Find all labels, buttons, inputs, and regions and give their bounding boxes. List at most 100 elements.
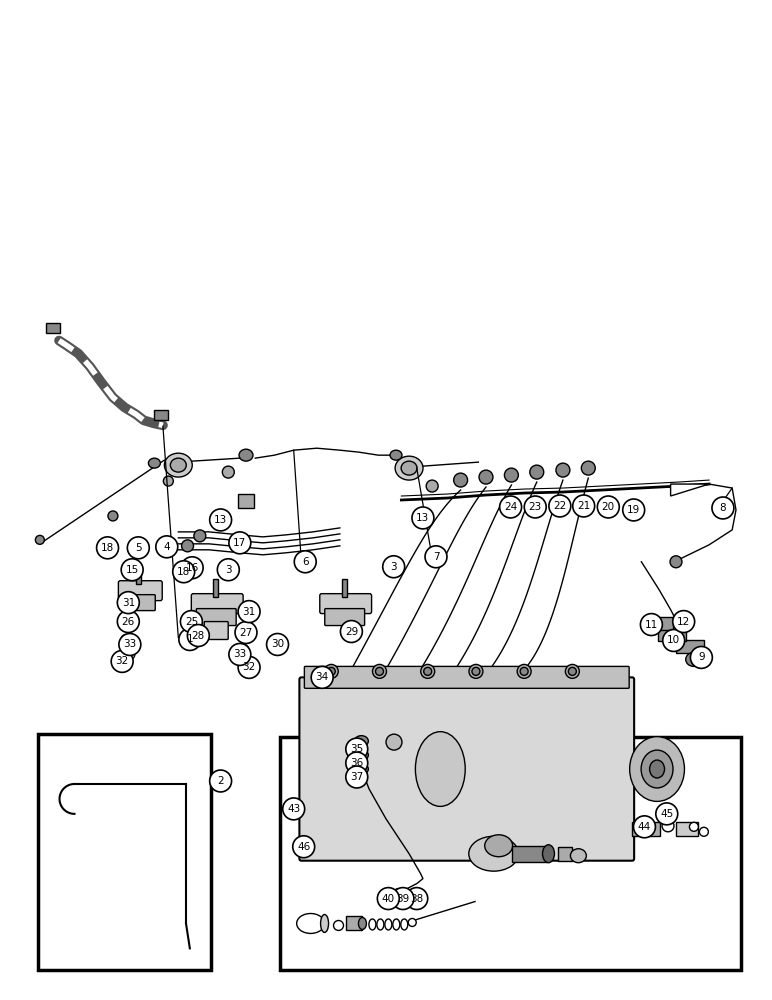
Ellipse shape (543, 845, 554, 863)
Circle shape (235, 622, 257, 643)
Text: 32: 32 (116, 656, 129, 666)
Text: 24: 24 (504, 502, 517, 512)
Circle shape (121, 559, 143, 581)
Text: 18: 18 (101, 543, 114, 553)
Ellipse shape (393, 889, 403, 899)
Text: 2: 2 (217, 776, 224, 786)
Circle shape (210, 770, 232, 792)
Text: 34: 34 (316, 672, 329, 682)
Circle shape (117, 592, 139, 614)
Ellipse shape (424, 667, 432, 675)
Circle shape (623, 499, 645, 521)
Ellipse shape (354, 736, 368, 747)
Circle shape (111, 650, 133, 672)
Text: 13: 13 (416, 513, 429, 523)
Polygon shape (671, 484, 709, 496)
Ellipse shape (386, 734, 402, 750)
Ellipse shape (426, 480, 438, 492)
FancyBboxPatch shape (325, 609, 364, 626)
Ellipse shape (415, 732, 466, 806)
Circle shape (173, 561, 195, 583)
Ellipse shape (581, 461, 595, 475)
Ellipse shape (556, 463, 570, 477)
Circle shape (179, 629, 201, 650)
Ellipse shape (401, 461, 417, 475)
Circle shape (119, 634, 141, 655)
Ellipse shape (689, 822, 699, 831)
Text: 33: 33 (233, 649, 246, 659)
Circle shape (156, 536, 178, 558)
Bar (347, 916, 362, 930)
Ellipse shape (408, 918, 416, 926)
Text: 46: 46 (297, 842, 310, 852)
Text: 9: 9 (698, 652, 705, 662)
Ellipse shape (520, 667, 528, 675)
Ellipse shape (565, 664, 579, 678)
Ellipse shape (194, 530, 206, 542)
Ellipse shape (164, 453, 192, 477)
Text: 27: 27 (239, 628, 252, 638)
FancyBboxPatch shape (300, 677, 634, 861)
Text: 28: 28 (191, 631, 205, 641)
Circle shape (340, 621, 362, 642)
Ellipse shape (354, 750, 368, 761)
Text: 6: 6 (302, 557, 309, 567)
Circle shape (181, 611, 202, 633)
Text: 8: 8 (720, 503, 726, 513)
Bar (645, 617, 673, 630)
Text: 12: 12 (677, 617, 690, 627)
Circle shape (346, 752, 367, 774)
Text: 23: 23 (529, 502, 542, 512)
Ellipse shape (421, 664, 435, 678)
Circle shape (662, 630, 685, 651)
Text: 11: 11 (645, 620, 658, 630)
Circle shape (378, 888, 399, 910)
Ellipse shape (568, 667, 577, 675)
Ellipse shape (686, 652, 702, 666)
Bar (213, 579, 218, 597)
Ellipse shape (641, 750, 673, 788)
Ellipse shape (394, 891, 406, 903)
Ellipse shape (121, 635, 131, 644)
Text: 13: 13 (214, 515, 227, 525)
Circle shape (573, 495, 594, 517)
Text: 20: 20 (601, 502, 615, 512)
Circle shape (266, 634, 289, 655)
Bar (676, 640, 704, 653)
Bar (632, 822, 660, 836)
Ellipse shape (485, 835, 513, 857)
Ellipse shape (239, 449, 253, 461)
Text: 45: 45 (660, 809, 673, 819)
Ellipse shape (296, 914, 324, 933)
Bar (137, 566, 141, 584)
Circle shape (598, 496, 619, 518)
Ellipse shape (375, 667, 384, 675)
Circle shape (188, 625, 209, 646)
Bar (512, 846, 547, 862)
Ellipse shape (530, 465, 543, 479)
Ellipse shape (395, 456, 423, 480)
Ellipse shape (373, 664, 387, 678)
Ellipse shape (125, 649, 135, 659)
FancyBboxPatch shape (196, 609, 236, 626)
Text: 16: 16 (185, 563, 198, 573)
FancyBboxPatch shape (124, 595, 155, 611)
FancyBboxPatch shape (320, 594, 371, 614)
Ellipse shape (662, 820, 674, 832)
Ellipse shape (479, 470, 493, 484)
Text: 3: 3 (391, 562, 397, 572)
Ellipse shape (324, 664, 338, 678)
Ellipse shape (504, 468, 518, 482)
Text: 32: 32 (242, 662, 256, 672)
Ellipse shape (320, 915, 329, 932)
Circle shape (96, 537, 118, 559)
Text: 19: 19 (627, 505, 640, 515)
Text: 15: 15 (126, 565, 139, 575)
Circle shape (229, 643, 251, 665)
Ellipse shape (245, 657, 255, 667)
Text: 36: 36 (350, 758, 364, 768)
FancyBboxPatch shape (191, 594, 243, 614)
Text: 37: 37 (350, 772, 364, 782)
Bar (279, 737, 741, 970)
Ellipse shape (239, 644, 249, 654)
